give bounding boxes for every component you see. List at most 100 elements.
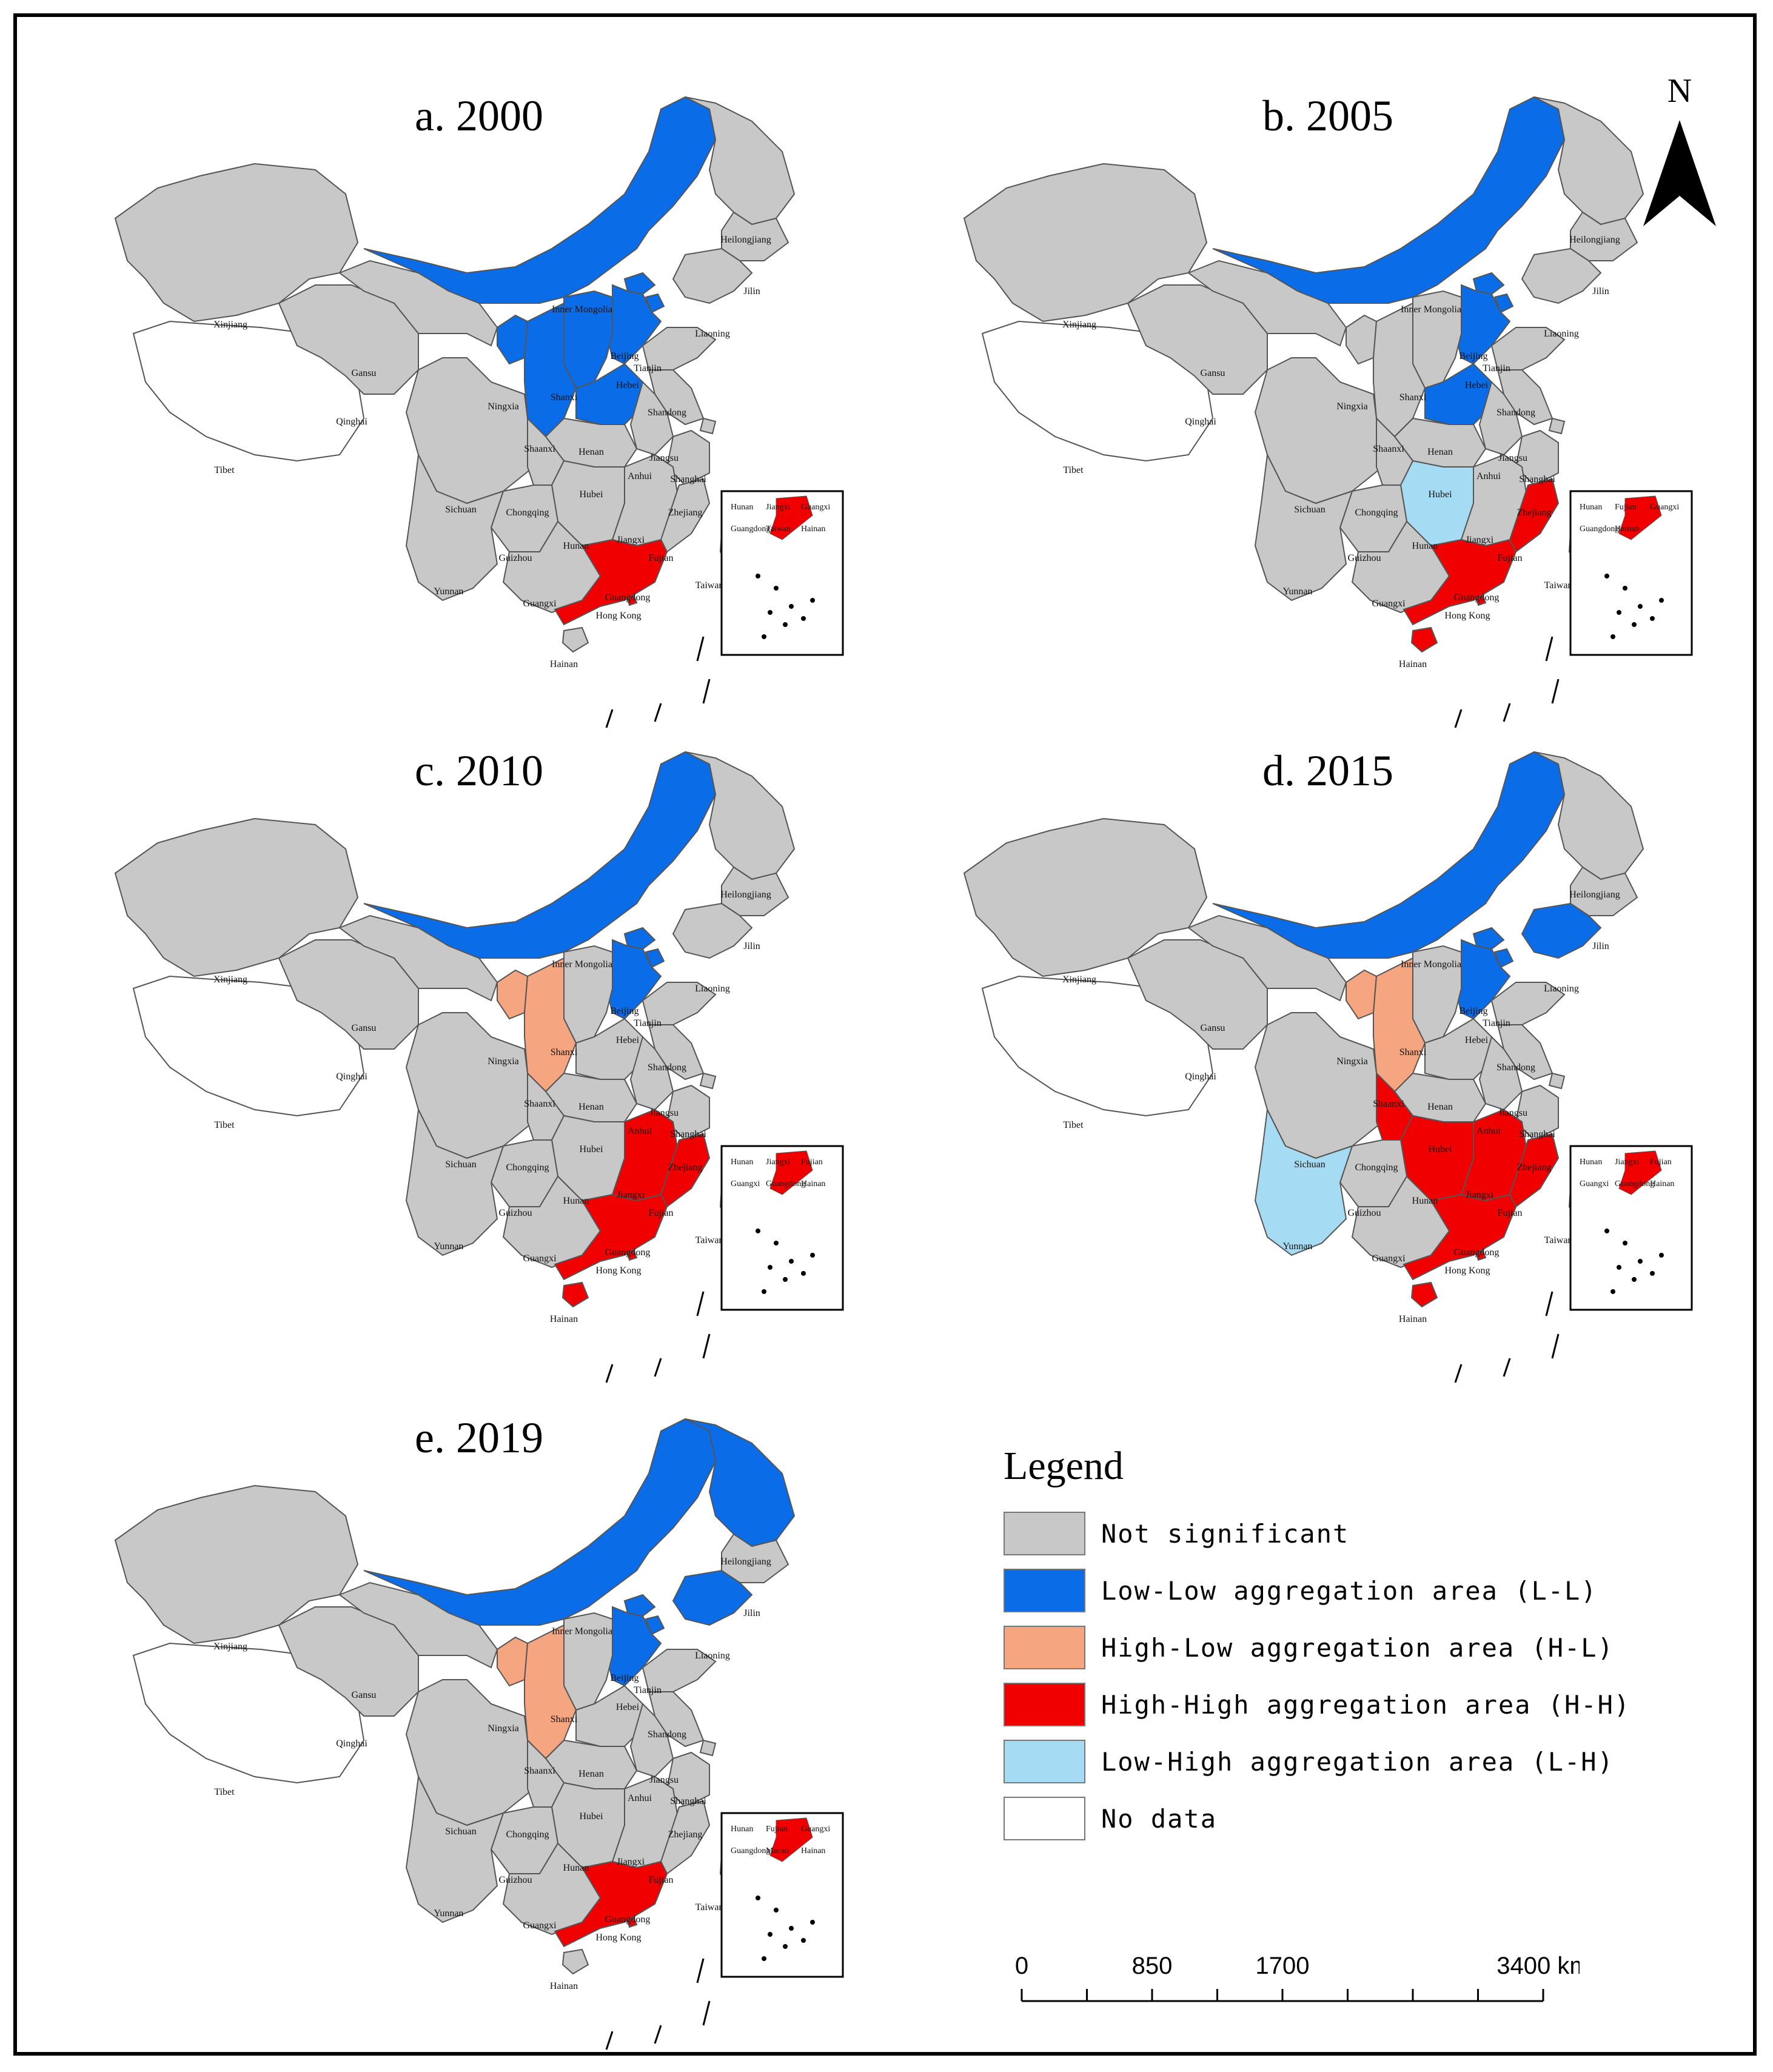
province-beijing bbox=[623, 927, 656, 950]
province-label: Hebei bbox=[1465, 380, 1489, 391]
legend-item-hl: High-Low aggregation area (H-L) bbox=[1004, 1619, 1731, 1676]
province-label: Shanghai bbox=[670, 1129, 706, 1139]
map-panel-e: e. 2019 Xinjiang Tibet Qinghai Gansu Inner Mo… bbox=[79, 1413, 879, 2056]
province-label: Yunnan bbox=[1283, 1241, 1313, 1252]
province-label: Ningxia bbox=[488, 1723, 519, 1734]
province-yunnan bbox=[405, 1774, 504, 1923]
province-hainan bbox=[561, 1948, 589, 1975]
province-label: Hong Kong bbox=[1444, 1266, 1490, 1276]
province-label: Hainan bbox=[550, 1981, 578, 1991]
province-liaoning bbox=[1521, 902, 1602, 959]
province-label: Xinjiang bbox=[1062, 974, 1096, 985]
province-jilin bbox=[721, 211, 789, 261]
province-beijing bbox=[623, 272, 656, 295]
province-label: Chongqing bbox=[1355, 1162, 1398, 1173]
north-arrow-icon bbox=[1643, 120, 1716, 226]
province-label: Hubei bbox=[579, 1811, 603, 1822]
province-label: Henan bbox=[1427, 1102, 1453, 1112]
inset-label: Taiwan bbox=[766, 525, 791, 534]
province-label: Shanghai bbox=[1519, 474, 1555, 484]
province-label: Yunnan bbox=[434, 586, 464, 597]
province-label: Hunan bbox=[563, 541, 589, 551]
province-label: Zhejiang bbox=[668, 1829, 703, 1840]
province-beijing bbox=[623, 1594, 656, 1617]
province-label: Hubei bbox=[1428, 1144, 1452, 1155]
province-label: Tibet bbox=[1063, 465, 1084, 475]
province-qinghai bbox=[1127, 284, 1268, 395]
inset-label: Hunan bbox=[1580, 503, 1602, 512]
inset-label: Hunan bbox=[1580, 1158, 1602, 1167]
province-label: Shanxi bbox=[1399, 1047, 1427, 1058]
legend-item-lh: Low-High aggregation area (L-H) bbox=[1004, 1733, 1731, 1790]
province-label: Zhejiang bbox=[1517, 508, 1552, 518]
province-label: Hebei bbox=[616, 380, 640, 391]
inset-label: Fujian bbox=[766, 1825, 788, 1834]
province-label: Hong Kong bbox=[595, 1266, 641, 1276]
province-label: Hong Kong bbox=[1444, 611, 1490, 621]
province-label: Jilin bbox=[743, 941, 760, 951]
province-label: Hubei bbox=[579, 489, 603, 500]
legend-item-nd: No data bbox=[1004, 1790, 1731, 1847]
province-label: Liaoning bbox=[695, 329, 730, 339]
legend-swatch bbox=[1004, 1626, 1085, 1669]
province-label: Shanghai bbox=[670, 474, 706, 484]
province-label: Hebei bbox=[1465, 1035, 1489, 1045]
scale-bar-graphic: 0 850 1700 3400 km bbox=[1015, 1953, 1590, 2002]
province-label: Hong Kong bbox=[595, 1933, 641, 1943]
province-label: Guizhou bbox=[498, 553, 532, 563]
inset-label: Guangdong bbox=[1615, 1179, 1654, 1189]
province-label: Zhejiang bbox=[668, 508, 703, 518]
province-label: Hainan bbox=[1399, 659, 1427, 669]
province-label: Beijing bbox=[610, 351, 638, 361]
province-label: Xinjiang bbox=[213, 974, 247, 985]
map-panel-b: b. 2005 Xinjiang Tibet Qinghai Gansu Inner Mo… bbox=[928, 91, 1728, 734]
province-guangdong bbox=[554, 538, 668, 626]
inset-label: Guangxi bbox=[1650, 503, 1679, 512]
province-label: Inner Mongolia bbox=[552, 1626, 612, 1637]
legend-label: High-Low aggregation area (H-L) bbox=[1101, 1632, 1614, 1663]
province-hainan bbox=[1410, 626, 1438, 653]
province-label: Shaanxi bbox=[524, 444, 555, 454]
province-label: Guangxi bbox=[1372, 1253, 1406, 1264]
province-label: Guizhou bbox=[498, 1875, 532, 1885]
inset-label: Hainan bbox=[801, 1179, 825, 1189]
province-tibet bbox=[132, 1642, 365, 1784]
province-beijing bbox=[1472, 927, 1505, 950]
province-label: Shaanxi bbox=[1373, 1099, 1404, 1109]
province-ningxia bbox=[497, 969, 529, 1020]
legend-items: Not significant Low-Low aggregation area … bbox=[1004, 1505, 1731, 1847]
province-guangdong bbox=[554, 1193, 668, 1281]
province-anhui bbox=[1478, 381, 1523, 456]
province-label: Guangdong bbox=[605, 592, 651, 603]
panel-title: b. 2005 bbox=[1262, 92, 1393, 140]
panel-title: c. 2010 bbox=[415, 746, 543, 795]
province-label: Hong Kong bbox=[595, 611, 641, 621]
province-label: Heilongjiang bbox=[1569, 235, 1620, 245]
china-map: Xinjiang Tibet Qinghai Gansu Inner Mongolia H… bbox=[963, 96, 1693, 728]
province-label: Guangdong bbox=[1454, 592, 1500, 603]
province-shanghai bbox=[1548, 417, 1566, 435]
province-label: Zhejiang bbox=[668, 1162, 703, 1173]
scale-tick-label: 1700 bbox=[1256, 1953, 1310, 1979]
inset-label: Macao bbox=[766, 1846, 789, 1856]
province-label: Fujian bbox=[649, 1208, 674, 1218]
province-label: Jiangsu bbox=[1498, 453, 1527, 463]
province-label: Taiwan bbox=[1544, 580, 1573, 591]
inset-label: Fujian bbox=[1650, 1158, 1672, 1167]
province-label: Qinghai bbox=[336, 1071, 367, 1082]
province-inner-mongolia bbox=[363, 751, 717, 959]
province-label: Hubei bbox=[1428, 489, 1452, 500]
province-inner-mongolia bbox=[1212, 751, 1566, 959]
province-anhui bbox=[629, 381, 674, 456]
province-label: Beijing bbox=[1459, 351, 1487, 361]
province-label: Shanxi bbox=[1399, 392, 1427, 403]
inset-label: Guangxi bbox=[1580, 1179, 1609, 1189]
province-liaoning bbox=[672, 247, 753, 304]
province-hong-kong bbox=[626, 1249, 638, 1261]
province-label: Hebei bbox=[616, 1035, 640, 1045]
panel-title: a. 2000 bbox=[415, 92, 543, 140]
province-label: Shaanxi bbox=[1373, 444, 1404, 454]
province-label: Guangxi bbox=[523, 1253, 557, 1264]
province-inner-mongolia bbox=[363, 1418, 717, 1626]
